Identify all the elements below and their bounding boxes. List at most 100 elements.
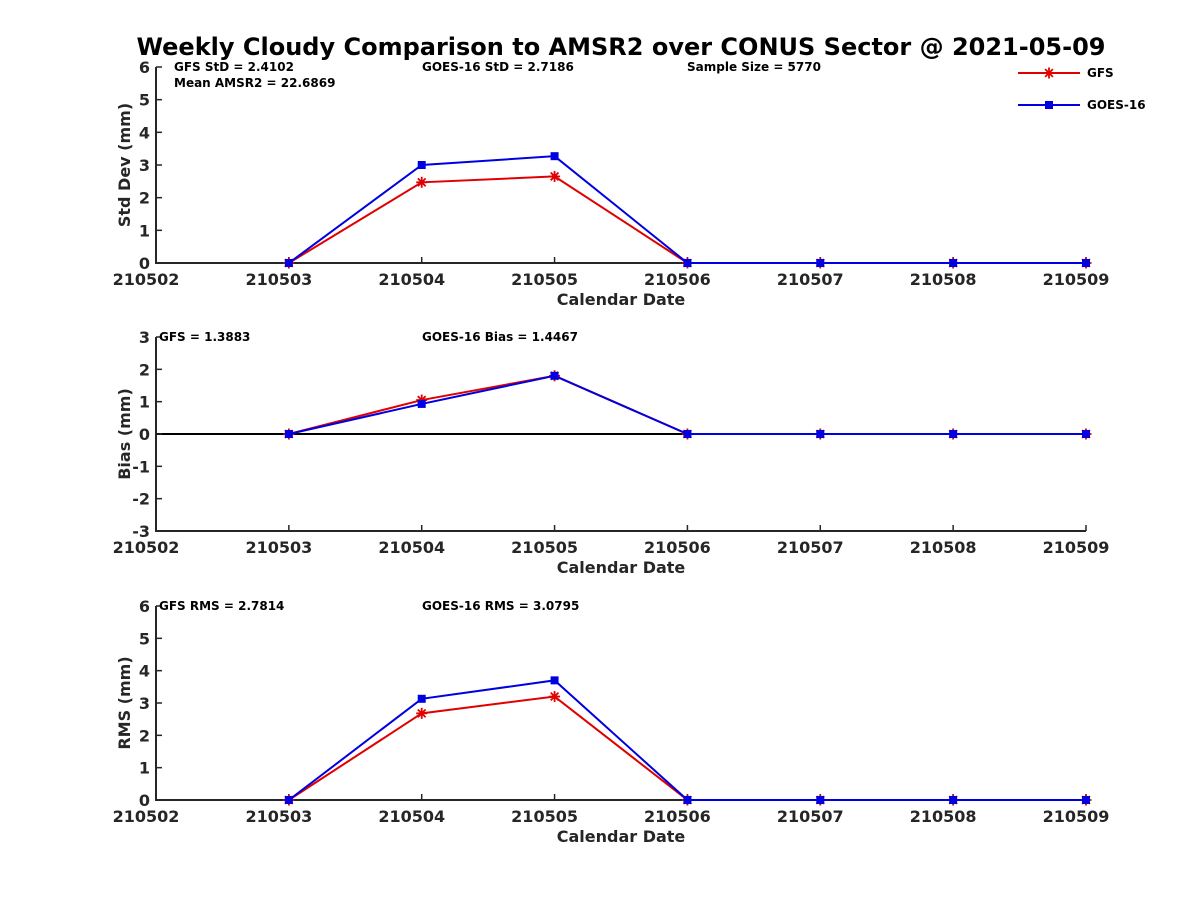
std-dev-x-tick-label: 210507 (777, 270, 844, 289)
std-dev-y-tick-label: 1 (139, 221, 150, 240)
rms-x-tick-label: 210506 (644, 807, 711, 826)
std-dev-axes (155, 67, 1086, 264)
std-dev-y-tick-label: 4 (139, 123, 150, 142)
rms-data-point (284, 796, 293, 804)
rms-axes (155, 606, 1086, 801)
rms-annotation: GFS RMS = 2.7814 (159, 599, 284, 613)
std-dev-series-goes16 (284, 152, 1090, 267)
std-dev-x-tick-label: 210502 (113, 270, 180, 289)
bias-series-line (288, 374, 1086, 435)
bias-data-point (683, 430, 692, 438)
std-dev-y-tick-label: 3 (139, 156, 150, 175)
std-dev-data-point (816, 259, 825, 267)
legend-marker-symbol (1043, 67, 1055, 79)
bias-y-tick-label: 0 (139, 425, 150, 444)
std-dev-x-tick-label: 210505 (511, 270, 578, 289)
std-dev-panel: 0 1 2 3 4 5 6 210502 210503 210504 210505 210506 210… (113, 58, 1110, 309)
legend-entry-goes16: GOES-16 (1018, 98, 1146, 112)
std-dev-series-gfs (283, 170, 1092, 269)
bias-data-point (949, 430, 958, 438)
bias-x-tick-label: 210505 (511, 538, 578, 557)
std-dev-data-point (549, 170, 561, 182)
std-dev-data-point (1082, 259, 1090, 267)
bias-y-tick-label: 1 (139, 393, 150, 412)
legend-marker-goes16 (1045, 101, 1053, 109)
bias-x-tick-label: 210503 (245, 538, 312, 557)
std-dev-data-point (550, 152, 559, 161)
bias-series-gfs (283, 370, 1092, 440)
bias-data-point (816, 430, 825, 438)
std-dev-x-axis-label: Calendar Date (557, 290, 686, 309)
rms-series-goes16 (284, 676, 1090, 804)
bias-x-axis-label: Calendar Date (557, 558, 686, 577)
bias-x-tick-label: 210508 (910, 538, 977, 557)
figure-title: Weekly Cloudy Comparison to AMSR2 over C… (137, 33, 1106, 61)
rms-y-tick-label: 5 (139, 629, 150, 648)
rms-data-point (550, 676, 559, 685)
bias-x-tick-label: 210506 (644, 538, 711, 557)
bias-data-point (550, 371, 559, 380)
rms-data-point (417, 694, 426, 703)
legend-marker-symbol (1045, 101, 1053, 109)
std-dev-x-tick-label: 210509 (1043, 270, 1110, 289)
bias-y-tick-label: -2 (132, 490, 150, 509)
legend: GFS GOES-16 (1018, 66, 1146, 112)
std-dev-y-tick-label: 2 (139, 189, 150, 208)
bias-x-tick-label: 210504 (378, 538, 445, 557)
bias-series-goes16 (284, 371, 1090, 438)
std-dev-annotation: Sample Size = 5770 (687, 60, 821, 74)
rms-data-point (949, 796, 958, 804)
rms-series-gfs (283, 691, 1092, 806)
bias-y-tick-label: -3 (132, 522, 150, 541)
std-dev-data-point (949, 259, 958, 267)
bias-panel: -3 -2 -1 0 1 2 3 210502 210503 210504 210505 210506… (113, 328, 1110, 577)
rms-y-tick-label: 1 (139, 759, 150, 778)
std-dev-data-point (416, 176, 428, 188)
rms-series-line (288, 679, 1086, 801)
rms-annotation: GOES-16 RMS = 3.0795 (422, 599, 579, 613)
std-dev-annotation: GFS StD = 2.4102 (174, 60, 294, 74)
rms-x-axis-label: Calendar Date (557, 827, 686, 846)
std-dev-y-axis-label: Std Dev (mm) (115, 103, 134, 227)
bias-annotation: GFS = 1.3883 (159, 330, 250, 344)
std-dev-y-tick-label: 5 (139, 91, 150, 110)
rms-data-point (416, 707, 428, 719)
rms-data-point (683, 796, 692, 804)
std-dev-data-point (417, 161, 426, 169)
rms-y-tick-label: 6 (139, 597, 150, 616)
std-dev-annotation: Mean AMSR2 = 22.6869 (174, 76, 335, 90)
rms-y-axis-label: RMS (mm) (115, 656, 134, 749)
std-dev-annotation: GOES-16 StD = 2.7186 (422, 60, 574, 74)
std-dev-y-tick-label: 6 (139, 58, 150, 77)
bias-annotation: GOES-16 Bias = 1.4467 (422, 330, 578, 344)
rms-x-tick-label: 210505 (511, 807, 578, 826)
bias-y-tick-label: 2 (139, 360, 150, 379)
legend-entry-gfs: GFS (1018, 66, 1114, 80)
bias-data-point (1082, 430, 1090, 438)
std-dev-data-point (683, 259, 692, 267)
bias-x-tick-label: 210509 (1043, 538, 1110, 557)
std-dev-x-tick-label: 210503 (245, 270, 312, 289)
bias-y-tick-label: -1 (132, 457, 150, 476)
rms-data-point (816, 796, 825, 804)
legend-label-goes16: GOES-16 (1087, 98, 1146, 112)
bias-series-line (288, 374, 1086, 435)
rms-data-point (1082, 796, 1090, 804)
bias-data-point (284, 430, 293, 438)
rms-series-line (288, 695, 1086, 801)
rms-x-tick-label: 210502 (113, 807, 180, 826)
std-dev-x-tick-label: 210508 (910, 270, 977, 289)
rms-data-point (549, 691, 561, 703)
rms-x-tick-label: 210508 (910, 807, 977, 826)
legend-marker-gfs (1043, 67, 1055, 79)
rms-y-tick-label: 2 (139, 726, 150, 745)
bias-x-tick-label: 210502 (113, 538, 180, 557)
rms-x-tick-label: 210504 (378, 807, 445, 826)
std-dev-series-line (288, 155, 1086, 264)
bias-y-tick-label: 3 (139, 328, 150, 347)
std-dev-series-line (288, 175, 1086, 264)
rms-y-tick-label: 3 (139, 694, 150, 713)
std-dev-data-point (284, 259, 293, 267)
rms-x-tick-label: 210509 (1043, 807, 1110, 826)
